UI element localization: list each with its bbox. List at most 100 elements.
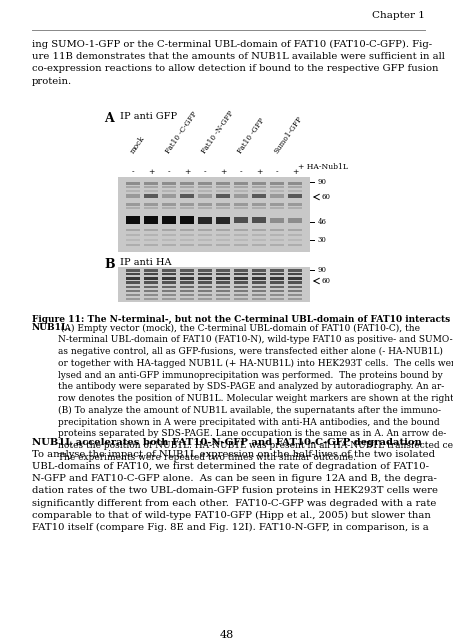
Bar bbox=[198, 273, 212, 275]
Bar bbox=[126, 244, 140, 246]
Bar bbox=[216, 216, 230, 223]
Bar bbox=[270, 269, 284, 271]
Bar bbox=[234, 269, 248, 271]
Bar bbox=[162, 228, 176, 231]
Bar bbox=[144, 216, 158, 224]
Bar bbox=[270, 190, 284, 192]
Bar bbox=[126, 273, 140, 275]
Bar bbox=[270, 239, 284, 241]
Bar bbox=[162, 244, 176, 246]
Bar bbox=[144, 202, 158, 205]
Bar bbox=[118, 267, 310, 302]
Bar bbox=[198, 269, 212, 271]
Bar bbox=[288, 182, 302, 184]
Bar bbox=[162, 285, 176, 288]
Bar bbox=[126, 294, 140, 296]
Bar bbox=[162, 207, 176, 209]
Bar bbox=[234, 294, 248, 296]
Bar bbox=[252, 182, 266, 184]
Bar bbox=[288, 186, 302, 188]
Bar bbox=[270, 207, 284, 209]
Text: Figure 11: The N-terminal-, but not the C-terminal UBL-domain of FAT10 interacts: Figure 11: The N-terminal-, but not the … bbox=[32, 315, 453, 324]
Bar bbox=[252, 195, 266, 198]
Bar bbox=[180, 195, 194, 198]
Bar bbox=[270, 186, 284, 188]
Bar bbox=[288, 280, 302, 284]
Text: -: - bbox=[168, 168, 170, 176]
Bar bbox=[270, 273, 284, 275]
Text: (A) Empty vector (mock), the C-terminal UBL-domain of FAT10 (FAT10-C), the
N-ter: (A) Empty vector (mock), the C-terminal … bbox=[58, 323, 453, 461]
Bar bbox=[270, 290, 284, 292]
Text: + HA-Nub1L: + HA-Nub1L bbox=[298, 163, 348, 171]
Text: +: + bbox=[148, 168, 154, 176]
Bar bbox=[180, 190, 194, 192]
Bar bbox=[180, 298, 194, 300]
Bar bbox=[216, 285, 230, 288]
Bar bbox=[126, 234, 140, 236]
Bar bbox=[144, 207, 158, 209]
Bar bbox=[126, 285, 140, 288]
Bar bbox=[216, 195, 230, 198]
Bar bbox=[144, 234, 158, 236]
Text: 60: 60 bbox=[322, 277, 331, 285]
Bar bbox=[144, 239, 158, 241]
Bar bbox=[252, 207, 266, 209]
Bar bbox=[126, 202, 140, 205]
Bar bbox=[144, 195, 158, 198]
Bar bbox=[198, 290, 212, 292]
Bar bbox=[234, 290, 248, 292]
Bar bbox=[216, 190, 230, 192]
Bar bbox=[270, 298, 284, 300]
Bar bbox=[234, 186, 248, 188]
Bar bbox=[216, 280, 230, 284]
Bar bbox=[162, 202, 176, 205]
Bar bbox=[234, 217, 248, 223]
Bar bbox=[288, 244, 302, 246]
Bar bbox=[162, 276, 176, 280]
Bar bbox=[270, 228, 284, 231]
Text: +: + bbox=[256, 168, 262, 176]
Bar bbox=[180, 239, 194, 241]
Bar bbox=[270, 195, 284, 198]
Bar bbox=[126, 216, 140, 224]
Bar bbox=[162, 190, 176, 192]
Bar bbox=[288, 234, 302, 236]
Bar bbox=[180, 216, 194, 224]
Bar bbox=[252, 228, 266, 231]
Bar bbox=[288, 239, 302, 241]
Bar bbox=[288, 269, 302, 271]
Bar bbox=[198, 216, 212, 223]
Bar bbox=[270, 294, 284, 296]
Bar bbox=[288, 290, 302, 292]
Bar bbox=[162, 280, 176, 284]
Bar bbox=[144, 190, 158, 192]
Bar bbox=[144, 186, 158, 188]
Bar bbox=[252, 285, 266, 288]
Bar bbox=[180, 228, 194, 231]
Bar bbox=[126, 207, 140, 209]
Bar bbox=[234, 244, 248, 246]
Bar bbox=[162, 298, 176, 300]
Bar bbox=[252, 294, 266, 296]
Bar bbox=[198, 207, 212, 209]
Bar bbox=[270, 202, 284, 205]
Bar bbox=[234, 202, 248, 205]
Bar bbox=[118, 177, 310, 252]
Bar bbox=[216, 186, 230, 188]
Bar bbox=[126, 298, 140, 300]
Bar bbox=[216, 298, 230, 300]
Bar bbox=[252, 239, 266, 241]
Bar bbox=[126, 290, 140, 292]
Text: IP anti GFP: IP anti GFP bbox=[120, 112, 177, 121]
Text: 30: 30 bbox=[318, 236, 327, 244]
Bar bbox=[198, 234, 212, 236]
Bar bbox=[234, 234, 248, 236]
Bar bbox=[180, 234, 194, 236]
Bar bbox=[216, 239, 230, 241]
Text: -: - bbox=[240, 168, 242, 176]
Bar bbox=[162, 216, 176, 224]
Bar bbox=[144, 276, 158, 280]
Bar bbox=[234, 280, 248, 284]
Bar bbox=[234, 239, 248, 241]
Bar bbox=[270, 234, 284, 236]
